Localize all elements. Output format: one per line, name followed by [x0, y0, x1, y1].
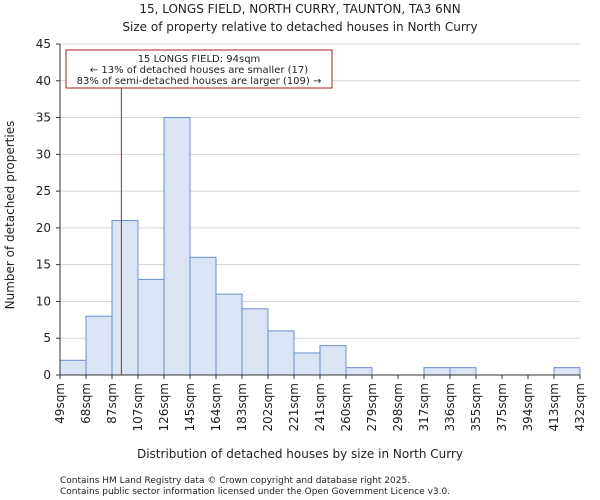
y-tick-label: 5	[43, 331, 51, 345]
x-tick-label: 260sqm	[339, 383, 353, 431]
x-tick-label: 336sqm	[443, 383, 457, 431]
x-tick-label: 279sqm	[365, 383, 379, 431]
y-tick-label: 45	[36, 37, 51, 51]
y-tick-label: 25	[36, 184, 51, 198]
histogram-bar	[553, 367, 581, 376]
annotation-line-3: 83% of semi-detached houses are larger (…	[77, 76, 322, 87]
x-tick-label: 145sqm	[183, 383, 197, 431]
y-tick-label: 35	[36, 111, 51, 125]
histogram-bar	[345, 367, 373, 376]
x-tick-label: 49sqm	[53, 383, 67, 424]
histogram-bar	[59, 359, 87, 376]
histogram-bar	[137, 278, 165, 376]
x-tick-label: 241sqm	[313, 383, 327, 431]
x-tick-label: 68sqm	[79, 383, 93, 424]
y-tick-label: 30	[36, 147, 51, 161]
chart-subtitle: Size of property relative to detached ho…	[122, 20, 477, 34]
histogram-bar	[449, 367, 477, 376]
y-axis-label: Number of detached properties	[3, 121, 17, 310]
histogram-bar	[85, 315, 113, 376]
x-tick-label: 164sqm	[209, 383, 223, 431]
x-tick-label: 221sqm	[287, 383, 301, 431]
y-tick-label: 40	[36, 74, 51, 88]
histogram-bar	[423, 367, 451, 376]
x-tick-label: 183sqm	[235, 383, 249, 431]
histogram-bar	[111, 220, 139, 376]
y-tick-label: 20	[36, 221, 51, 235]
y-tick-label: 10	[36, 294, 51, 308]
x-tick-label: 317sqm	[417, 383, 431, 431]
annotation-line-1: 15 LONGS FIELD: 94sqm	[138, 54, 261, 65]
x-tick-label: 298sqm	[391, 383, 405, 431]
histogram-bar	[241, 308, 269, 376]
chart-title: 15, LONGS FIELD, NORTH CURRY, TAUNTON, T…	[139, 2, 460, 16]
y-tick-labels: 0 5 10 15 20 25 30 35 40 45	[36, 37, 60, 382]
annotation-box	[65, 49, 333, 89]
histogram-bar	[293, 352, 321, 376]
y-tick-label: 0	[43, 368, 51, 382]
histogram-bar	[215, 293, 243, 376]
bars-group	[59, 117, 581, 376]
histogram-bar	[319, 345, 347, 376]
x-axis-label: Distribution of detached houses by size …	[137, 447, 463, 461]
x-tick-label: 394sqm	[521, 383, 535, 431]
annotation-line-2: ← 13% of detached houses are smaller (17…	[90, 65, 308, 76]
histogram-bar	[163, 117, 191, 376]
histogram-bar	[267, 330, 295, 376]
x-tick-label: 413sqm	[547, 383, 561, 431]
x-tick-label: 87sqm	[105, 383, 119, 424]
x-tick-label: 107sqm	[131, 383, 145, 431]
histogram-bar	[189, 256, 217, 376]
y-tick-label: 15	[36, 258, 51, 272]
x-tick-label: 126sqm	[157, 383, 171, 431]
footer-line-2: Contains public sector information licen…	[60, 487, 450, 497]
x-tick-label: 432sqm	[573, 383, 587, 431]
x-tick-label: 375sqm	[495, 383, 509, 431]
x-tick-label: 202sqm	[261, 383, 275, 431]
x-tick-labels: 49sqm 68sqm 87sqm 107sqm 126sqm 145sqm 164sqm 1…	[53, 375, 587, 431]
x-tick-label: 355sqm	[469, 383, 483, 431]
footer-line-1: Contains HM Land Registry data © Crown c…	[60, 476, 410, 486]
